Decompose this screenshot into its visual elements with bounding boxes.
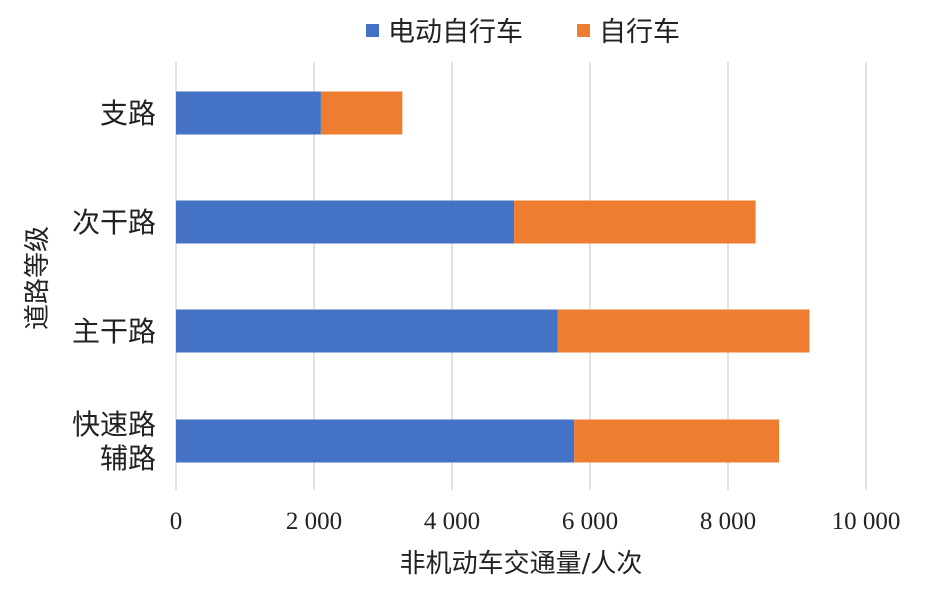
x-axis-title: 非机动车交通量/人次 (400, 549, 643, 579)
bar-segment (557, 309, 810, 353)
legend-label: 电动自行车 (388, 17, 523, 48)
x-tick-label: 8 000 (700, 508, 756, 535)
bar-segment (176, 419, 575, 463)
category-label: 快速路辅路 (72, 408, 156, 475)
legend-swatch (577, 24, 590, 37)
bar-segment (514, 200, 756, 244)
x-tick-label: 10 000 (832, 508, 901, 535)
category-label: 主干路 (72, 315, 156, 348)
legend-swatch (366, 24, 379, 37)
x-tick-label: 0 (170, 508, 183, 535)
x-tick-label: 2 000 (286, 508, 342, 535)
category-label: 次干路 (72, 206, 156, 239)
bar-segment (176, 200, 515, 244)
category-label: 支路 (100, 97, 156, 130)
x-tick-label: 6 000 (562, 508, 618, 535)
bar-segment (176, 309, 558, 353)
bar-segment (176, 91, 321, 135)
legend-label: 自行车 (599, 17, 680, 48)
y-axis-title: 道路等级 (23, 226, 53, 330)
bar-segment (320, 91, 403, 135)
x-tick-labels: 0 2 000 4 000 6 000 8 000 10 000 (170, 508, 901, 535)
legend: 电动自行车 自行车 (366, 17, 680, 48)
bars (176, 91, 810, 463)
bar-segment (574, 419, 780, 463)
x-tick-label: 4 000 (424, 508, 480, 535)
